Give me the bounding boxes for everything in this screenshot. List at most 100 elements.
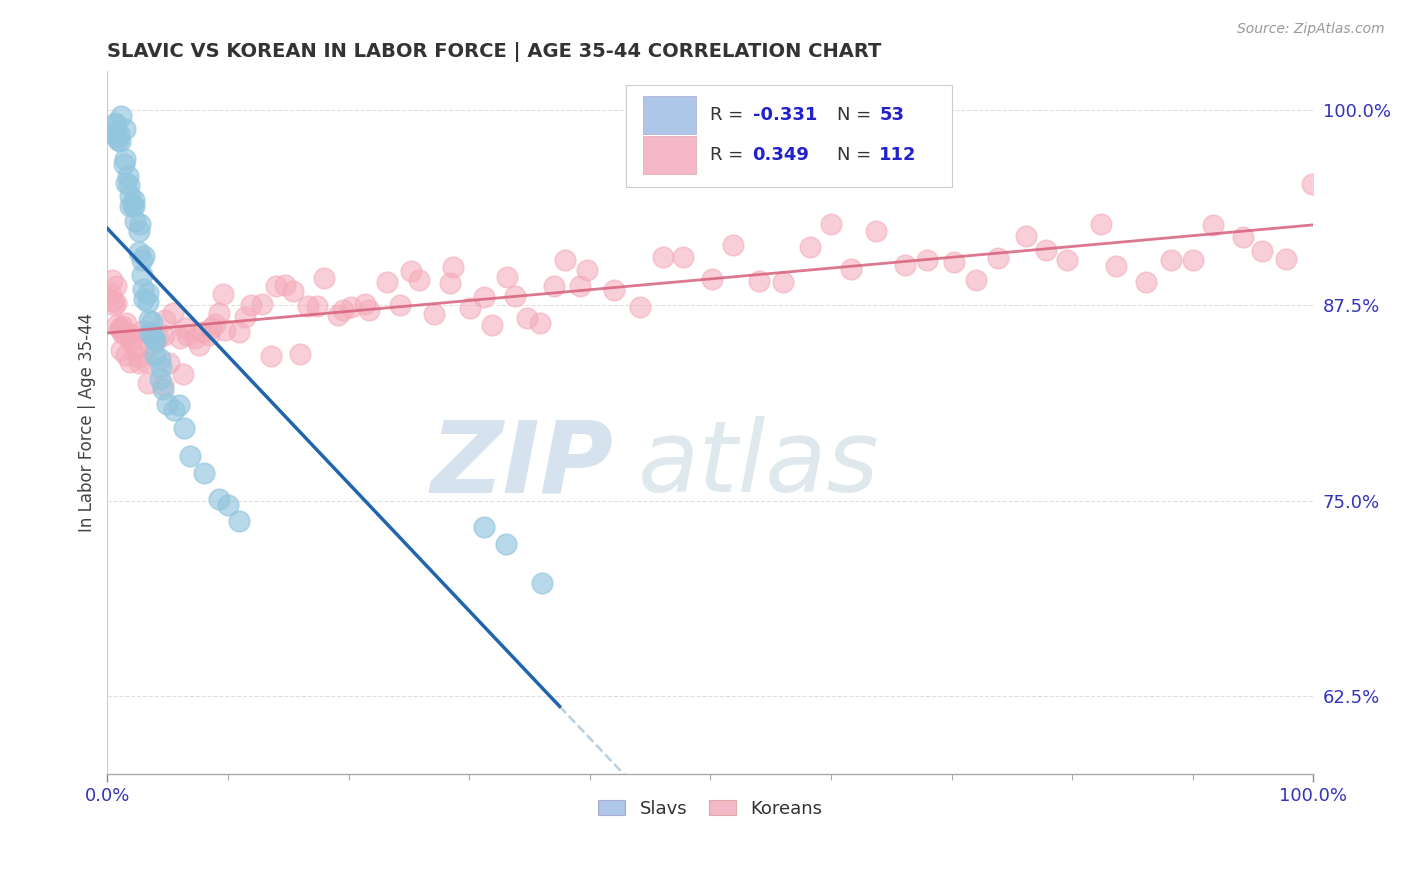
Point xyxy=(128,356,150,370)
Point xyxy=(772,275,794,289)
Point xyxy=(458,301,481,315)
Point xyxy=(1182,253,1205,268)
Point xyxy=(100,287,122,301)
Point xyxy=(104,118,127,132)
Point xyxy=(529,316,551,330)
Point xyxy=(530,576,553,591)
Point xyxy=(839,262,862,277)
Point xyxy=(139,339,162,353)
Point xyxy=(495,536,517,550)
Point xyxy=(191,325,214,339)
Point xyxy=(105,318,128,332)
Point xyxy=(820,217,842,231)
Point xyxy=(146,331,169,345)
Point xyxy=(149,351,172,366)
Point xyxy=(1250,244,1272,258)
Point xyxy=(233,310,256,324)
Point xyxy=(495,270,517,285)
Point xyxy=(264,279,287,293)
Point xyxy=(110,109,132,123)
Point xyxy=(723,238,745,252)
Point xyxy=(228,514,250,528)
Point xyxy=(105,130,128,145)
Point xyxy=(943,254,966,268)
Point xyxy=(1202,218,1225,232)
Point xyxy=(328,308,350,322)
Point xyxy=(135,355,157,369)
Point xyxy=(139,326,162,341)
Point xyxy=(214,322,236,336)
Point xyxy=(1015,229,1038,244)
Point xyxy=(672,250,695,264)
Text: Source: ZipAtlas.com: Source: ZipAtlas.com xyxy=(1237,22,1385,37)
Point xyxy=(208,306,231,320)
Point xyxy=(799,240,821,254)
Point xyxy=(132,282,155,296)
Point xyxy=(101,273,124,287)
Point xyxy=(128,245,150,260)
Text: 53: 53 xyxy=(879,106,904,124)
Y-axis label: In Labor Force | Age 35-44: In Labor Force | Age 35-44 xyxy=(79,313,96,532)
Point xyxy=(104,116,127,130)
Point xyxy=(131,324,153,338)
Point xyxy=(114,122,136,136)
Point xyxy=(111,324,134,338)
Point xyxy=(554,252,576,267)
Point xyxy=(543,278,565,293)
Point xyxy=(472,291,495,305)
Point xyxy=(228,325,250,339)
Point xyxy=(105,296,128,310)
Point xyxy=(103,297,125,311)
Point xyxy=(207,492,229,507)
Point xyxy=(118,355,141,369)
Point xyxy=(120,333,142,347)
Point xyxy=(138,313,160,327)
Point xyxy=(163,403,186,417)
Point xyxy=(628,300,651,314)
Point xyxy=(652,250,675,264)
Point xyxy=(138,286,160,301)
Point xyxy=(124,214,146,228)
Point xyxy=(128,224,150,238)
Point xyxy=(152,382,174,396)
Point xyxy=(156,397,179,411)
Point xyxy=(472,520,495,534)
Text: R =: R = xyxy=(710,146,749,164)
Point xyxy=(134,292,156,306)
Point xyxy=(200,321,222,335)
Point xyxy=(114,152,136,166)
Point xyxy=(169,331,191,345)
Point xyxy=(375,275,398,289)
Point xyxy=(108,322,131,336)
Point xyxy=(179,450,201,464)
Point xyxy=(105,279,128,293)
Point xyxy=(131,268,153,283)
Point xyxy=(187,338,209,352)
Point xyxy=(108,127,131,141)
Point xyxy=(145,348,167,362)
Point xyxy=(141,315,163,329)
Point xyxy=(1056,252,1078,267)
Text: R =: R = xyxy=(710,106,749,124)
Point xyxy=(108,321,131,335)
Point xyxy=(152,328,174,343)
FancyBboxPatch shape xyxy=(626,85,952,186)
Point xyxy=(141,327,163,342)
Point xyxy=(118,199,141,213)
Point xyxy=(122,198,145,212)
Point xyxy=(112,157,135,171)
Text: 0.349: 0.349 xyxy=(752,146,810,164)
Point xyxy=(1160,252,1182,267)
Point xyxy=(103,127,125,141)
Point xyxy=(108,134,131,148)
Text: atlas: atlas xyxy=(638,416,880,513)
Point xyxy=(143,334,166,348)
Point xyxy=(250,297,273,311)
Point xyxy=(357,302,380,317)
Point xyxy=(142,332,165,346)
Point xyxy=(115,348,138,362)
Point xyxy=(120,334,142,348)
Point xyxy=(481,318,503,332)
Point xyxy=(117,169,139,183)
Point xyxy=(865,224,887,238)
